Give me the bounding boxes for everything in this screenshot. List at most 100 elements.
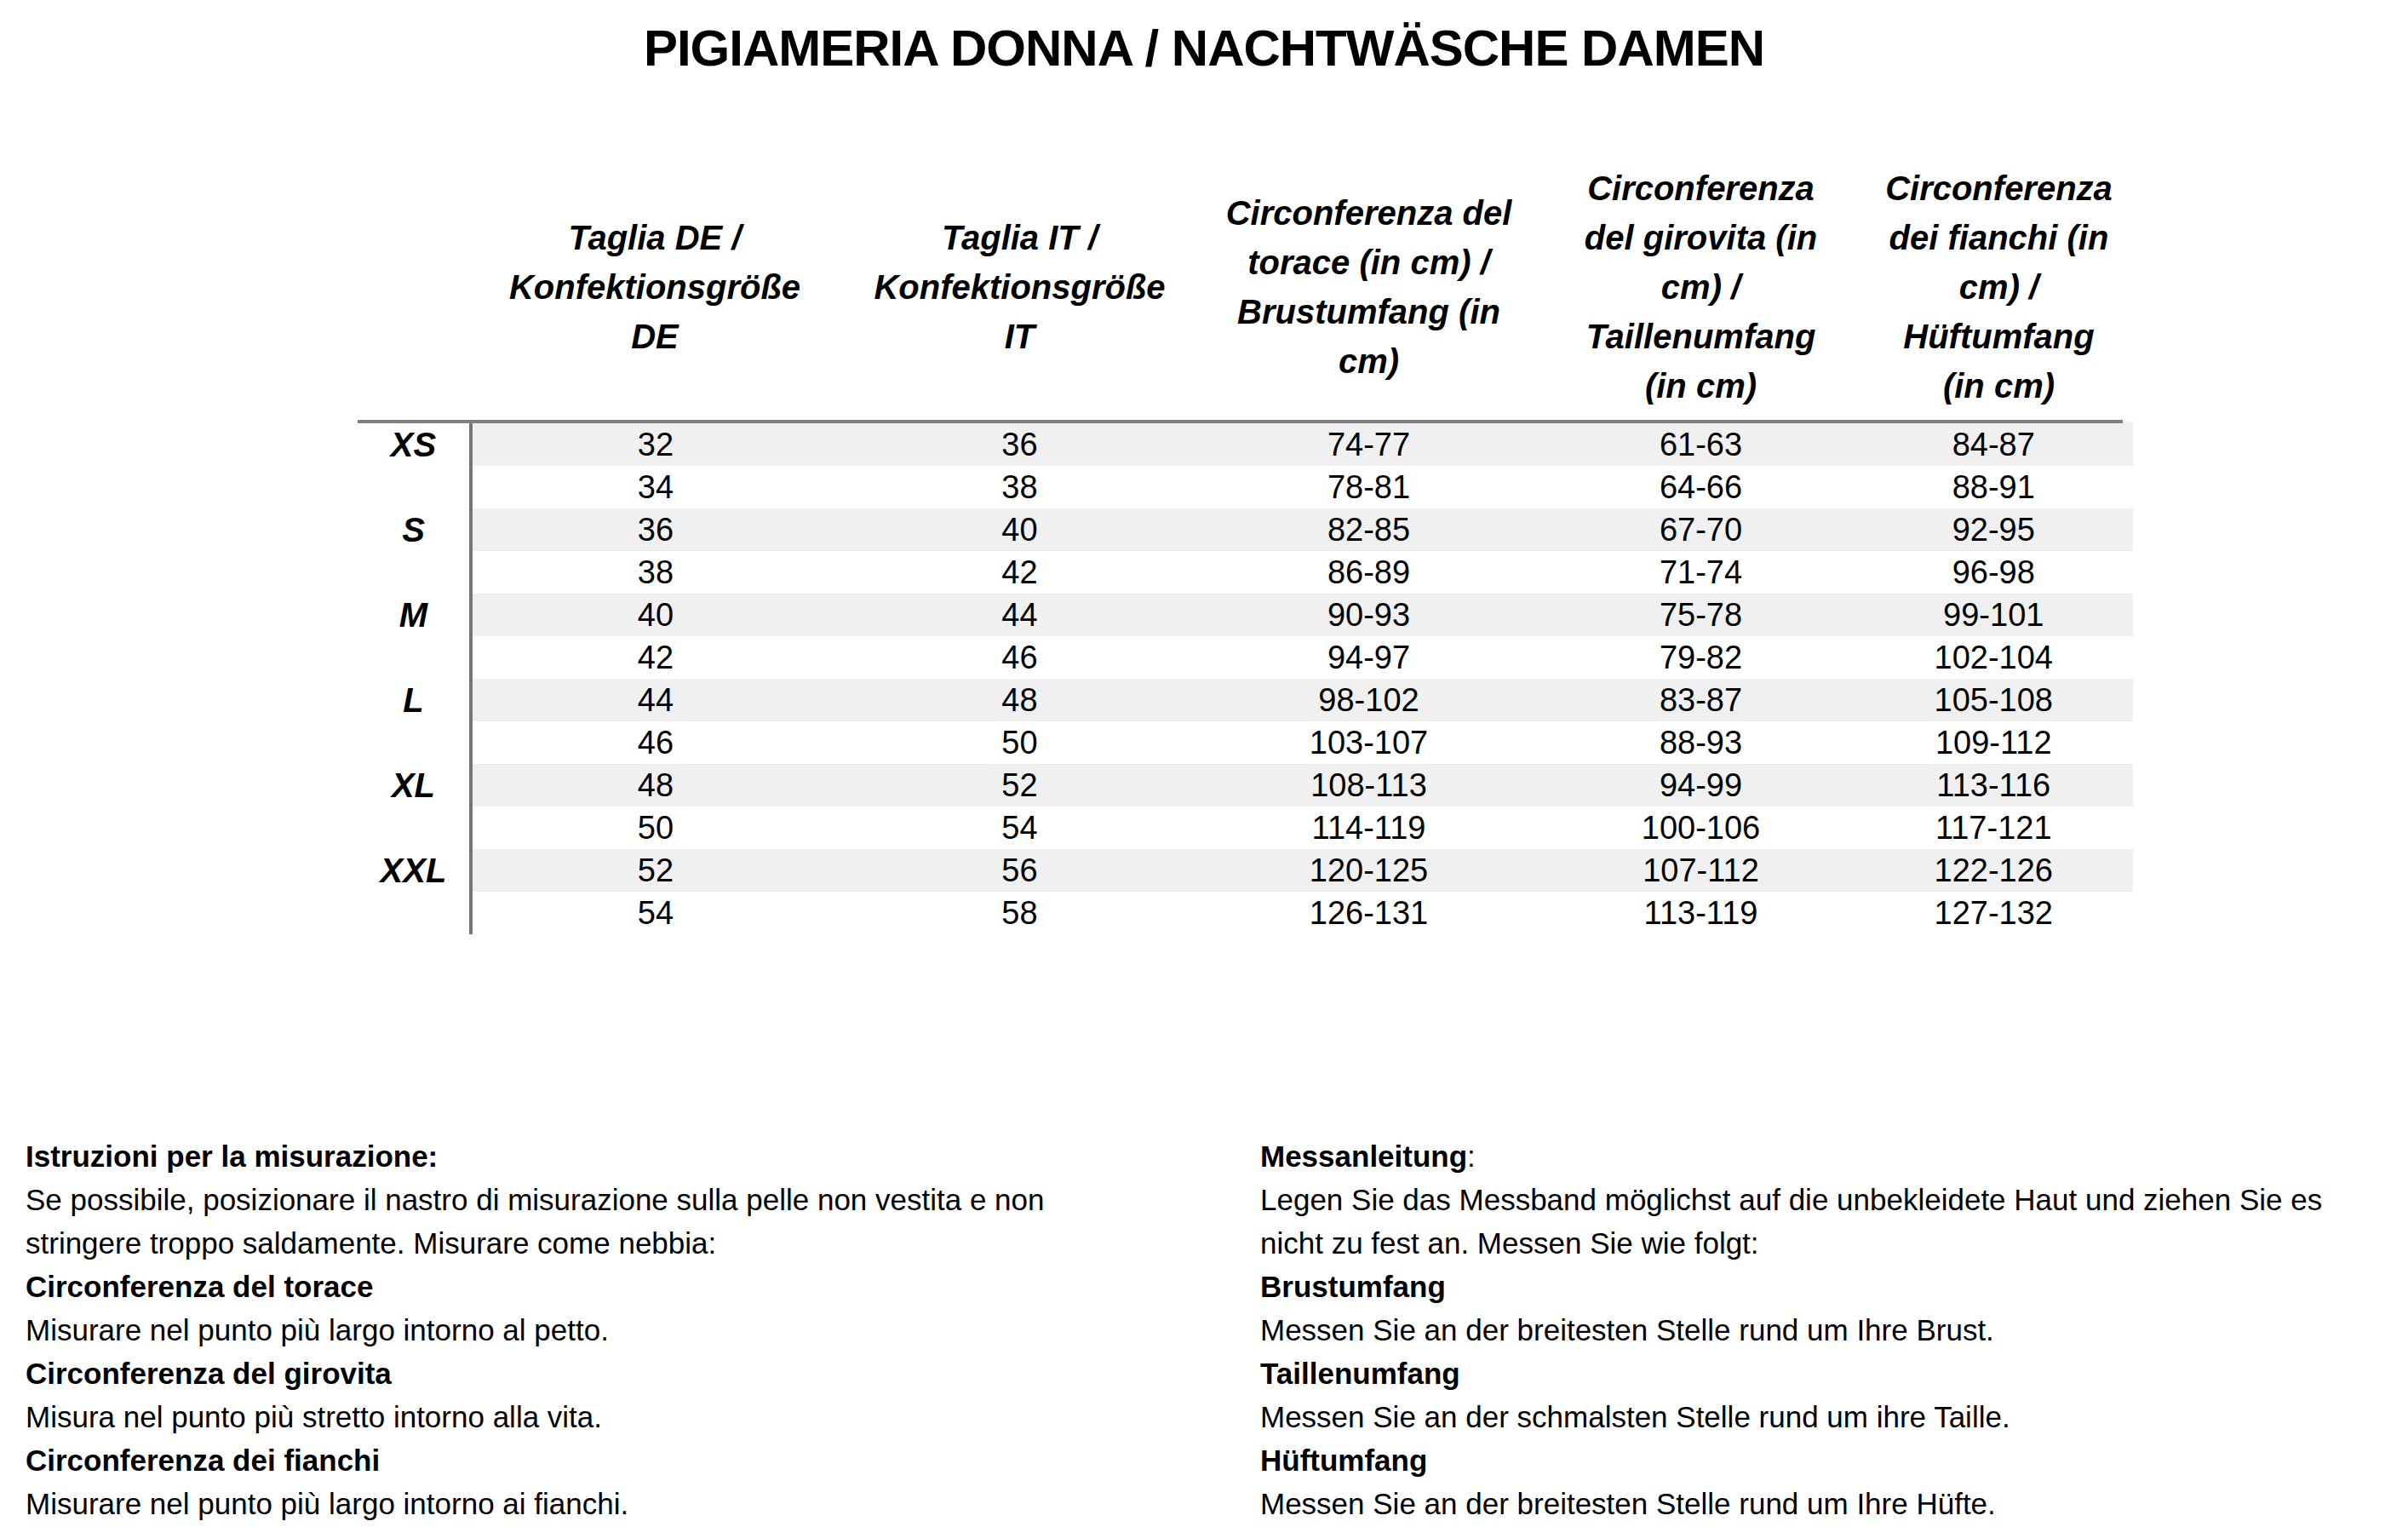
chest-range-value: 74-77	[1201, 422, 1537, 466]
waist-range-value: 61-63	[1537, 422, 1865, 466]
table-row: 384286-8971-7496-98	[358, 551, 2133, 594]
size-table-body: XS323674-7761-6384-87343878-8164-6688-91…	[358, 422, 2133, 934]
instruction-line: Messen Sie an der breitesten Stelle rund…	[1260, 1482, 2322, 1525]
table-row: XXL5256120-125107-112122-126	[358, 849, 2133, 892]
page-title: PIGIAMERIA DONNA / NACHTWÄSCHE DAMEN	[0, 19, 2408, 77]
hip-range-value: 117-121	[1865, 807, 2133, 849]
waist-range-value: 113-119	[1537, 892, 1865, 934]
size-it-value: 52	[839, 764, 1201, 807]
size-de-value: 44	[471, 679, 839, 721]
size-de-value: 34	[471, 466, 839, 508]
size-de-value: 50	[471, 807, 839, 849]
chest-range-value: 90-93	[1201, 594, 1537, 636]
chest-range-value: 78-81	[1201, 466, 1537, 508]
instruction-line: Taillenumfang	[1260, 1352, 2322, 1395]
table-row: M404490-9375-7899-101	[358, 594, 2133, 636]
instruction-line: Se possibile, posizionare il nastro di m…	[26, 1178, 1045, 1221]
hip-range-value: 88-91	[1865, 466, 2133, 508]
waist-range-value: 75-78	[1537, 594, 1865, 636]
size-it-value: 54	[839, 807, 1201, 849]
size-de-value: 46	[471, 721, 839, 764]
table-row: 424694-9779-82102-104	[358, 636, 2133, 679]
waist-range-value: 83-87	[1537, 679, 1865, 721]
waist-range-value: 71-74	[1537, 551, 1865, 594]
size-it-value: 38	[839, 466, 1201, 508]
size-group-label	[358, 892, 471, 934]
hip-range-value: 105-108	[1865, 679, 2133, 721]
size-chart-page: PIGIAMERIA DONNA / NACHTWÄSCHE DAMEN Tag…	[0, 0, 2408, 1527]
table-row: XS323674-7761-6384-87	[358, 422, 2133, 466]
chest-range-value: 103-107	[1201, 721, 1537, 764]
instruction-line: Misura nel punto più stretto intorno all…	[26, 1395, 1045, 1438]
size-group-label	[358, 551, 471, 594]
instruction-line: Circonferenza del girovita	[26, 1352, 1045, 1395]
table-row: 4650103-10788-93109-112	[358, 721, 2133, 764]
chest-range-value: 86-89	[1201, 551, 1537, 594]
size-group-label	[358, 466, 471, 508]
size-group-label: XXL	[358, 849, 471, 892]
instruction-line: Misurare nel punto più largo intorno al …	[26, 1308, 1045, 1352]
table-row: L444898-10283-87105-108	[358, 679, 2133, 721]
size-de-value: 36	[471, 508, 839, 551]
hip-range-value: 92-95	[1865, 508, 2133, 551]
size-chart-table: Taglia DE / Konfektionsgröße DE Taglia I…	[358, 153, 2144, 934]
hip-range-value: 84-87	[1865, 422, 2133, 466]
col-header-hip: Circonferenza dei fianchi (in cm) / Hüft…	[1865, 153, 2133, 422]
size-it-value: 36	[839, 422, 1201, 466]
waist-range-value: 64-66	[1537, 466, 1865, 508]
table-row: XL4852108-11394-99113-116	[358, 764, 2133, 807]
waist-range-value: 79-82	[1537, 636, 1865, 679]
instruction-line: Brustumfang	[1260, 1265, 2322, 1308]
instruction-line: Circonferenza del torace	[26, 1265, 1045, 1308]
size-group-label	[358, 807, 471, 849]
size-group-label: M	[358, 594, 471, 636]
col-header-chest: Circonferenza del torace (in cm) / Brust…	[1201, 153, 1537, 422]
chest-range-value: 114-119	[1201, 807, 1537, 849]
table-row: 5458126-131113-119127-132	[358, 892, 2133, 934]
size-group-label: XL	[358, 764, 471, 807]
hip-range-value: 109-112	[1865, 721, 2133, 764]
table-header-row: Taglia DE / Konfektionsgröße DE Taglia I…	[358, 153, 2133, 422]
size-it-value: 42	[839, 551, 1201, 594]
size-group-label: S	[358, 508, 471, 551]
waist-range-value: 100-106	[1537, 807, 1865, 849]
hip-range-value: 96-98	[1865, 551, 2133, 594]
chest-range-value: 120-125	[1201, 849, 1537, 892]
instruction-line: Istruzioni per la misurazione:	[26, 1134, 1045, 1178]
size-it-value: 44	[839, 594, 1201, 636]
size-de-value: 54	[471, 892, 839, 934]
size-de-value: 40	[471, 594, 839, 636]
size-group-label	[358, 721, 471, 764]
size-it-value: 58	[839, 892, 1201, 934]
chest-range-value: 98-102	[1201, 679, 1537, 721]
col-header-size-de: Taglia DE / Konfektionsgröße DE	[471, 153, 839, 422]
hip-range-value: 102-104	[1865, 636, 2133, 679]
chest-range-value: 108-113	[1201, 764, 1537, 807]
size-it-value: 40	[839, 508, 1201, 551]
instruction-line: Circonferenza dei fianchi	[26, 1438, 1045, 1482]
size-de-value: 52	[471, 849, 839, 892]
size-it-value: 56	[839, 849, 1201, 892]
instruction-line: nicht zu fest an. Messen Sie wie folgt:	[1260, 1221, 2322, 1265]
instruction-line: Messen Sie an der schmalsten Stelle rund…	[1260, 1395, 2322, 1438]
waist-range-value: 107-112	[1537, 849, 1865, 892]
instruction-line: Messanleitung:	[1260, 1134, 2322, 1178]
chest-range-value: 126-131	[1201, 892, 1537, 934]
size-group-label: XS	[358, 422, 471, 466]
instruction-line: Legen Sie das Messband möglichst auf die…	[1260, 1178, 2322, 1221]
col-header-size-group	[358, 153, 471, 422]
size-it-value: 50	[839, 721, 1201, 764]
waist-range-value: 94-99	[1537, 764, 1865, 807]
instruction-line: Hüftumfang	[1260, 1438, 2322, 1482]
table-row: 5054114-119100-106117-121	[358, 807, 2133, 849]
table-row: 343878-8164-6688-91	[358, 466, 2133, 508]
col-header-size-it: Taglia IT / Konfektionsgröße IT	[839, 153, 1201, 422]
size-it-value: 46	[839, 636, 1201, 679]
size-de-value: 32	[471, 422, 839, 466]
measuring-instructions-german: Messanleitung:Legen Sie das Messband mög…	[1260, 1134, 2322, 1525]
chest-range-value: 94-97	[1201, 636, 1537, 679]
size-de-value: 42	[471, 636, 839, 679]
hip-range-value: 127-132	[1865, 892, 2133, 934]
col-header-waist: Circonferenza del girovita (in cm) / Tai…	[1537, 153, 1865, 422]
chest-range-value: 82-85	[1201, 508, 1537, 551]
